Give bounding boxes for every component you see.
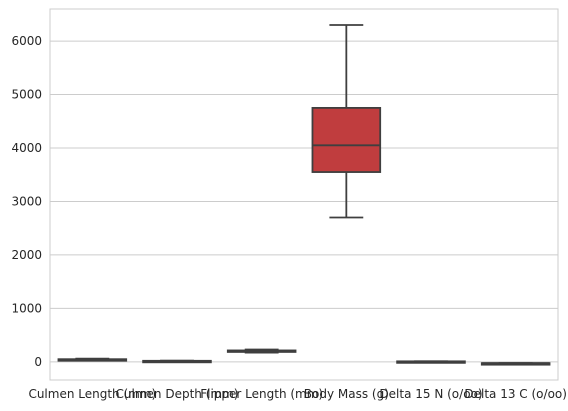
y-axis-ticks: 0 1000 2000 3000 4000 5000 6000 bbox=[11, 34, 42, 369]
y-tick-label: 3000 bbox=[11, 194, 42, 208]
x-tick-label: Flipper Length (mm) bbox=[200, 387, 323, 401]
x-tick-label: Delta 15 N (o/oo) bbox=[379, 387, 482, 401]
gridlines bbox=[50, 40, 558, 363]
y-tick-label: 5000 bbox=[11, 88, 42, 102]
y-tick-label: 1000 bbox=[11, 301, 42, 315]
y-tick-label: 0 bbox=[34, 355, 42, 369]
x-tick-label: Delta 13 C (o/oo) bbox=[464, 387, 567, 401]
box-group bbox=[480, 362, 551, 366]
y-tick-label: 2000 bbox=[11, 248, 42, 262]
x-tick-label: Culmen Length (mm) bbox=[28, 387, 156, 401]
box-group bbox=[226, 348, 297, 354]
box-group bbox=[311, 24, 382, 219]
x-tick-label: Culmen Depth (mm) bbox=[116, 387, 239, 401]
x-axis-labels: Culmen Length (mm)Culmen Depth (mm)Flipp… bbox=[28, 387, 566, 401]
y-tick-label: 6000 bbox=[11, 34, 42, 48]
box-group bbox=[57, 357, 128, 362]
y-tick-label: 4000 bbox=[11, 141, 42, 155]
box-group bbox=[142, 359, 212, 364]
x-tick-label: Body Mass (g) bbox=[304, 387, 389, 401]
box bbox=[311, 106, 382, 173]
plot-frame bbox=[49, 8, 559, 381]
boxes bbox=[57, 24, 551, 366]
box-group bbox=[396, 360, 466, 364]
